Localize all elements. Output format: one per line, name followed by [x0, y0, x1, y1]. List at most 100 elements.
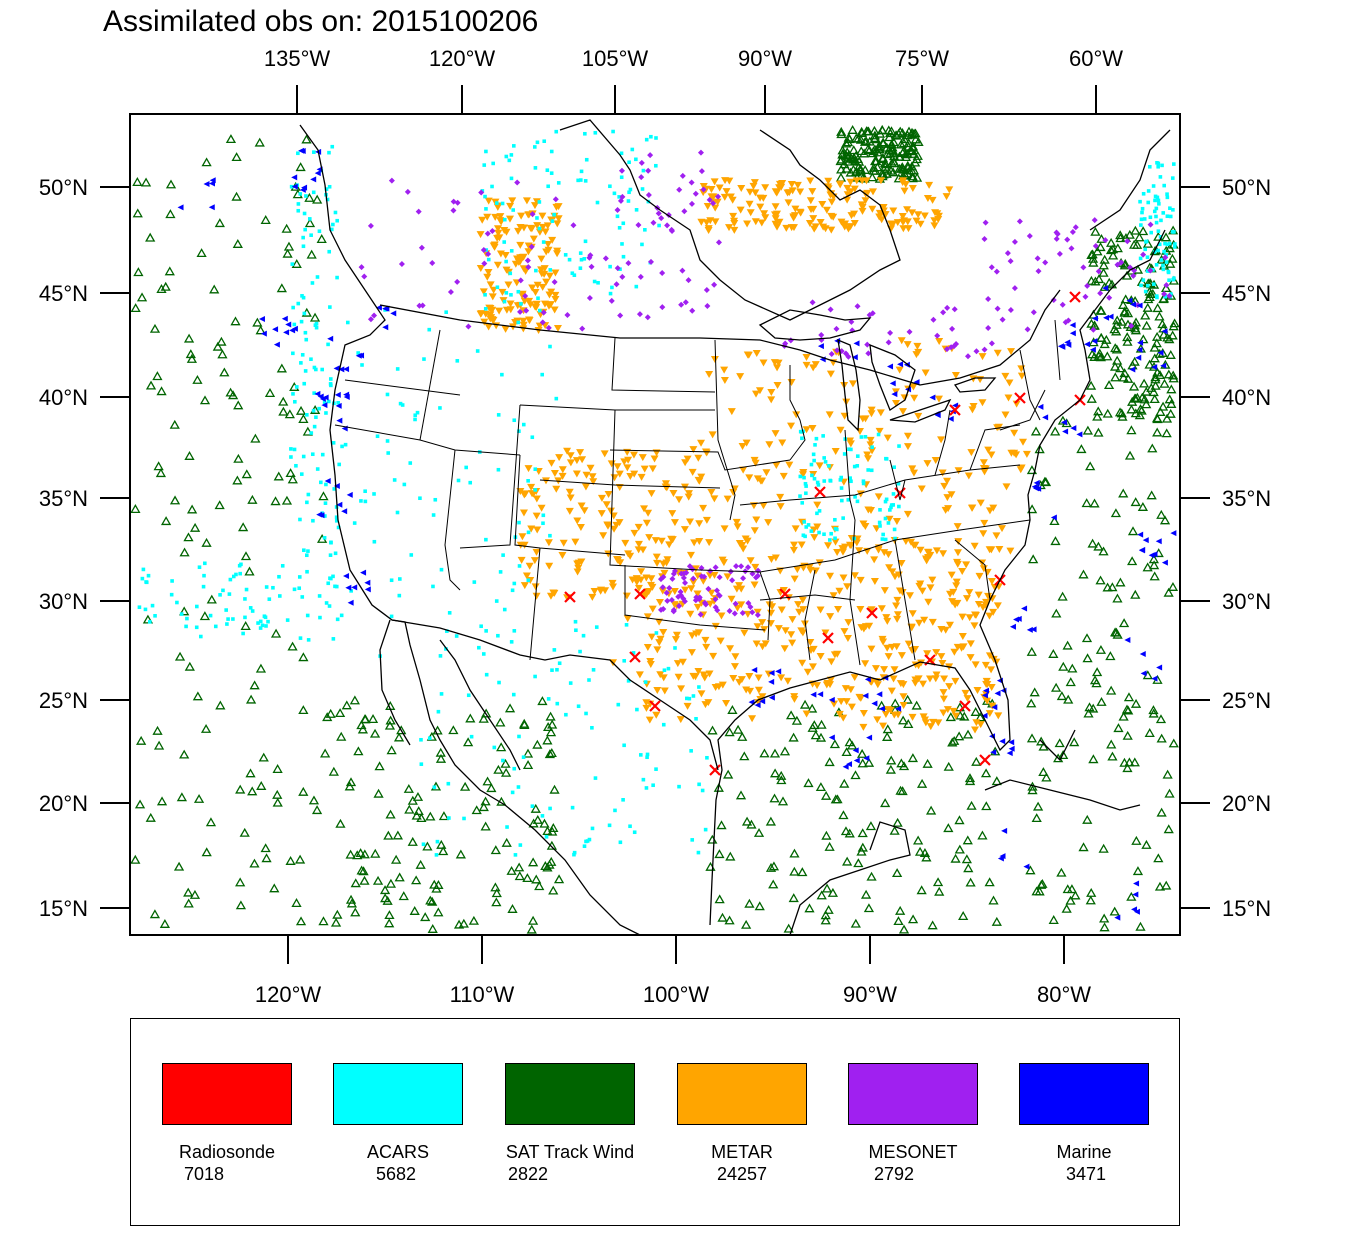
sat-track-wind-marker: [173, 861, 185, 871]
mesonet-marker: [637, 273, 644, 280]
acars-marker: [227, 592, 232, 596]
acars-marker: [302, 311, 307, 316]
metar-marker: [790, 575, 799, 583]
sat-track-wind-marker: [225, 134, 237, 144]
sat-track-wind-marker: [547, 826, 558, 836]
metar-marker: [973, 686, 982, 694]
metar-marker: [693, 572, 702, 580]
legend-item-acars: ACARS 5682: [333, 1063, 463, 1185]
sat-track-wind-marker: [412, 791, 424, 801]
acars-marker: [703, 827, 708, 832]
acars-marker: [1171, 277, 1175, 282]
acars-marker: [302, 211, 307, 216]
acars-marker: [302, 381, 307, 386]
marine-marker: [1065, 341, 1072, 348]
metar-marker: [904, 640, 913, 648]
sat-track-wind-marker: [895, 126, 906, 136]
acars-marker: [521, 422, 526, 427]
acars-marker: [509, 293, 513, 297]
sat-track-wind-marker: [1130, 698, 1142, 708]
metar-marker: [778, 439, 787, 447]
marine-marker: [318, 512, 325, 519]
metar-marker: [624, 456, 633, 464]
metar-marker: [899, 225, 908, 233]
acars-marker: [303, 227, 307, 232]
metar-marker: [857, 624, 866, 632]
metar-marker: [525, 562, 534, 570]
acars-marker: [468, 480, 473, 485]
sat-track-wind-marker: [916, 885, 927, 895]
metar-marker: [808, 425, 817, 433]
marine-marker: [929, 394, 936, 401]
metar-marker: [586, 464, 595, 472]
metar-marker: [971, 726, 980, 734]
sat-track-wind-marker: [543, 722, 554, 732]
metar-marker: [701, 636, 710, 644]
marine-marker: [283, 329, 290, 336]
marine-marker: [1151, 364, 1158, 371]
sat-track-wind-marker: [838, 810, 849, 820]
metar-marker: [1005, 379, 1014, 387]
metar-marker: [757, 219, 766, 227]
metar-marker: [809, 645, 818, 653]
marine-marker: [346, 491, 353, 498]
sat-track-wind-marker: [1107, 244, 1119, 254]
metar-marker: [615, 519, 624, 527]
metar-marker: [647, 633, 656, 641]
metar-marker: [634, 523, 643, 531]
mesonet-marker: [754, 611, 761, 618]
sat-track-wind-marker: [335, 818, 346, 828]
sat-track-wind-marker: [295, 916, 307, 926]
sat-track-wind-marker: [962, 729, 974, 739]
metar-marker: [723, 495, 732, 503]
sat-track-wind-marker: [785, 710, 797, 720]
metar-marker: [626, 552, 635, 560]
metar-marker: [976, 499, 985, 507]
radiosonde-marker: [822, 632, 834, 644]
acars-marker: [1149, 230, 1153, 235]
sat-track-wind-marker: [732, 724, 744, 734]
mesonet-marker: [712, 596, 719, 603]
metar-marker: [984, 446, 993, 454]
sat-track-wind-marker: [436, 839, 447, 849]
metar-marker: [761, 214, 770, 222]
top-tick-label: 75°W: [895, 46, 949, 71]
sat-track-wind-marker: [201, 157, 212, 167]
metar-marker: [606, 507, 615, 515]
sat-track-wind-marker: [386, 745, 397, 755]
sat-track-wind-marker: [765, 816, 777, 826]
mesonet-marker: [1011, 238, 1018, 245]
metar-marker: [877, 605, 886, 613]
metar-marker: [848, 380, 857, 388]
metar-marker: [953, 643, 962, 651]
bottom-tick-label: 90°W: [843, 982, 897, 1007]
metar-marker: [979, 565, 988, 573]
metar-marker: [730, 226, 739, 234]
sat-track-wind-marker: [1153, 853, 1164, 863]
metar-marker: [711, 204, 720, 212]
sat-track-wind-marker: [427, 896, 438, 906]
metar-marker: [496, 217, 505, 225]
acars-marker: [495, 285, 500, 290]
metar-marker: [888, 568, 897, 576]
sat-track-wind-marker: [1110, 372, 1121, 382]
acars-marker: [594, 625, 599, 629]
acars-marker: [326, 342, 330, 347]
metar-marker: [711, 218, 720, 226]
metar-marker: [615, 484, 624, 492]
mesonet-marker: [848, 318, 855, 325]
sat-track-wind-marker: [1025, 865, 1036, 875]
metar-marker: [672, 631, 681, 639]
sat-track-wind-marker: [1106, 685, 1117, 695]
sat-track-wind-marker: [136, 735, 147, 745]
metar-marker: [751, 563, 760, 571]
metar-marker: [547, 288, 556, 296]
metar-marker: [783, 677, 792, 685]
metar-marker: [640, 592, 649, 600]
metar-marker: [673, 660, 682, 668]
cuba-coastline: [984, 779, 1141, 811]
acars-marker: [185, 616, 189, 621]
marine-marker: [1059, 343, 1066, 350]
metar-marker: [875, 427, 884, 435]
acars-marker: [1171, 207, 1175, 212]
